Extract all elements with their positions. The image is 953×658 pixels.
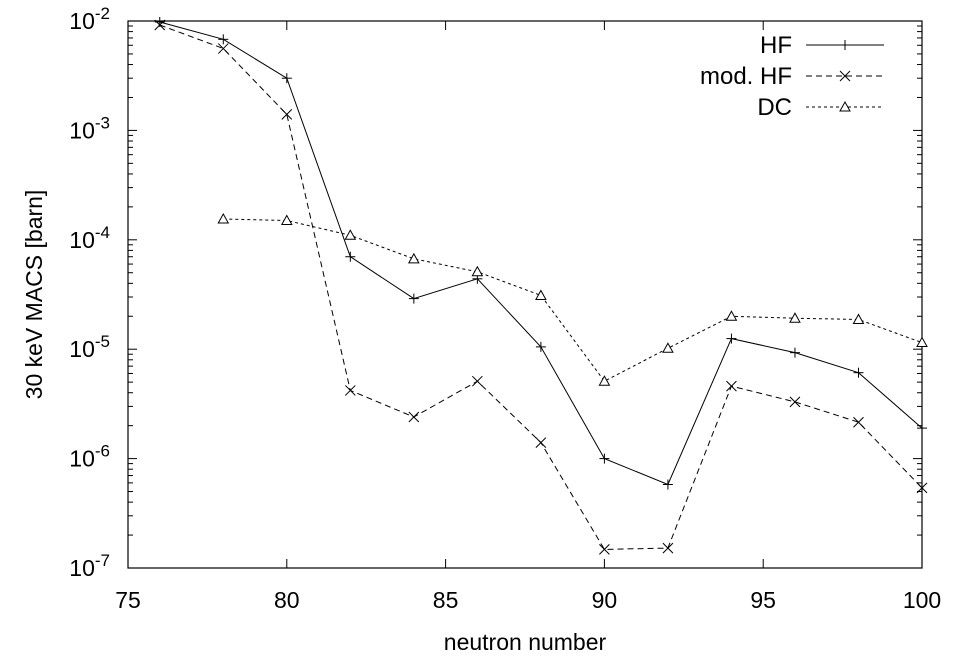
data-point (280, 214, 293, 226)
data-point (789, 396, 801, 408)
data-point (344, 385, 356, 396)
data-point (408, 411, 420, 423)
data-point (662, 479, 673, 490)
legend-label: HF (760, 32, 792, 59)
data-point (916, 482, 928, 494)
data-point (408, 293, 419, 304)
data-point (281, 73, 292, 84)
data-point (725, 310, 738, 321)
legend: HF mod. HF DC (700, 32, 884, 121)
data-point (345, 251, 356, 262)
data-point (599, 544, 610, 555)
y-tick-label: 10-2 (69, 4, 110, 34)
data-point (217, 212, 230, 224)
data-point (599, 453, 610, 464)
data-point (917, 423, 927, 434)
data-point (726, 380, 737, 392)
y-tick-label: 10-5 (69, 332, 110, 362)
y-tick-label: 10-7 (69, 551, 110, 581)
data-point (344, 229, 357, 240)
data-point (789, 347, 800, 358)
y-axis: 10-7 10-6 10-5 10-4 10-3 10-2 (69, 4, 922, 581)
legend-label: DC (757, 94, 792, 121)
data-point (535, 289, 547, 300)
series-line-mod-hf (159, 24, 923, 550)
data-point (852, 313, 865, 324)
x-axis-label: neutron number (444, 629, 607, 655)
series-line-dc (223, 218, 923, 382)
x-tick-label: 100 (903, 587, 941, 613)
y-tick-label: 10-6 (69, 442, 110, 472)
y-axis-label: 30 keV MACS [barn] (21, 190, 47, 400)
legend-label: mod. HF (700, 63, 792, 90)
x-tick-label: 85 (433, 587, 459, 613)
data-point (281, 109, 293, 120)
data-point (407, 252, 420, 264)
data-point (789, 312, 801, 323)
x-tick-label: 80 (274, 587, 300, 613)
x-tick-label: 95 (750, 587, 776, 613)
data-point (218, 34, 229, 45)
y-tick-label: 10-3 (69, 113, 110, 143)
data-point (853, 416, 864, 428)
data-point (535, 437, 547, 448)
data-point (472, 375, 483, 387)
data-point (916, 336, 928, 348)
data-point (598, 375, 611, 386)
data-point (662, 542, 674, 554)
data-point (535, 341, 546, 352)
data-point (726, 333, 737, 344)
y-tick-label: 10-4 (69, 223, 110, 253)
x-tick-label: 90 (592, 587, 618, 613)
legend-marker (839, 100, 851, 112)
data-point (471, 265, 484, 277)
data-point (217, 43, 229, 54)
data-point (662, 342, 674, 353)
x-axis: 75 80 85 90 95 100 (115, 21, 941, 613)
series-line-hf (159, 21, 923, 486)
plot-frame (127, 20, 923, 569)
data-point (154, 19, 166, 31)
legend-marker (839, 70, 851, 82)
data-point (853, 367, 864, 378)
series-layer (154, 16, 928, 555)
x-tick-label: 75 (115, 587, 141, 613)
legend-marker (840, 40, 850, 50)
